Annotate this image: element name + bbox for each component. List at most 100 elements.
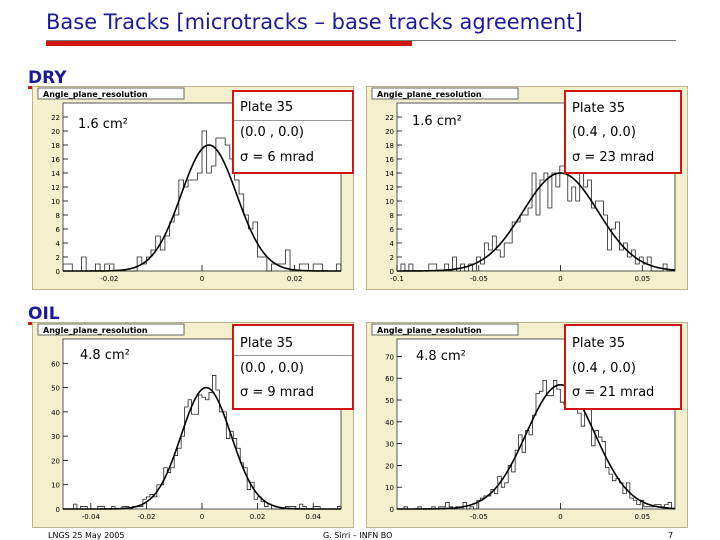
y-tick-label: 2 — [390, 254, 394, 262]
y-tick-label: 0 — [56, 506, 60, 514]
x-tick-label: 0.02 — [287, 275, 303, 283]
angle-label: (0.0 , 0.0) — [240, 361, 304, 376]
sigma-label: σ = 23 mrad — [572, 150, 655, 165]
y-tick-label: 40 — [385, 419, 394, 427]
y-tick-label: 8 — [56, 212, 60, 220]
x-tick-label: 0 — [558, 275, 562, 283]
y-tick-label: 2 — [56, 254, 60, 262]
histogram-panel-oil-b: Angle_plane_resolution 0 10 20 30 40 50 60 70 -0.… — [366, 322, 688, 528]
y-tick-label: 50 — [51, 385, 60, 393]
angle-label: (0.4 , 0.0) — [572, 125, 636, 140]
slide-title: Base Tracks [microtracks – base tracks a… — [46, 10, 583, 34]
area-label-oil-a: 4.8 cm² — [80, 348, 130, 363]
y-tick-label: 22 — [385, 114, 394, 122]
y-tick-label: 10 — [51, 198, 60, 206]
y-tick-label: 70 — [385, 353, 394, 361]
y-tick-label: 20 — [385, 462, 394, 470]
y-tick-label: 10 — [385, 484, 394, 492]
section-label-oil: OIL — [28, 304, 60, 324]
x-tick-label: -0.02 — [100, 275, 118, 283]
x-tick-label: 0 — [200, 275, 204, 283]
area-label-oil-b: 4.8 cm² — [416, 349, 466, 364]
info-box-dry-a: Plate 35 (0.0 , 0.0) σ = 6 mrad — [232, 90, 354, 174]
section-label-dry: DRY — [28, 68, 67, 88]
y-tick-label: 16 — [385, 156, 394, 164]
y-tick-label: 6 — [56, 226, 61, 234]
area-label-dry-b: 1.6 cm² — [412, 114, 462, 129]
area-label-dry-a: 1.6 cm² — [78, 117, 128, 132]
x-tick-label: 0.05 — [634, 275, 650, 283]
plate-label: Plate 35 — [572, 101, 626, 116]
sigma-label: σ = 9 mrad — [240, 385, 315, 400]
x-tick-label: -0.04 — [82, 513, 101, 521]
y-tick-label: 18 — [51, 142, 60, 150]
y-tick-label: 50 — [385, 397, 394, 405]
gaussian-fit-curve — [397, 172, 676, 272]
y-tick-label: 4 — [390, 240, 395, 248]
histogram-title: Angle_plane_resolution — [377, 90, 482, 99]
sigma-label: σ = 21 mrad — [572, 385, 655, 400]
gaussian-fit-curve — [397, 383, 676, 510]
y-tick-label: 12 — [385, 184, 394, 192]
x-tick-label: -0.05 — [470, 275, 488, 283]
x-tick-label: 0.05 — [634, 513, 650, 521]
y-tick-label: 60 — [385, 375, 394, 383]
histogram-bars — [62, 130, 342, 272]
y-tick-label: 14 — [385, 170, 394, 178]
x-tick-label: 0 — [558, 513, 562, 521]
y-tick-label: 22 — [51, 114, 60, 122]
angle-label: (0.4 , 0.0) — [572, 361, 636, 376]
gaussian-fit-curve — [63, 144, 341, 272]
y-tick-label: 30 — [51, 433, 60, 441]
gaussian-fit-curve — [63, 386, 341, 510]
footer-author: G. Sirri – INFN BO — [323, 531, 393, 540]
y-tick-label: 20 — [51, 128, 60, 136]
title-underline — [46, 40, 676, 41]
y-tick-label: 0 — [390, 268, 394, 276]
y-tick-label: 30 — [385, 441, 394, 449]
sigma-label: σ = 6 mrad — [240, 150, 315, 165]
histogram-title-box — [371, 87, 519, 100]
histogram-bars — [63, 375, 342, 510]
y-tick-label: 0 — [390, 506, 394, 514]
y-tick-label: 20 — [385, 128, 394, 136]
histogram-title: Angle_plane_resolution — [43, 90, 148, 99]
y-tick-label: 14 — [51, 170, 60, 178]
histogram-title: Angle_plane_resolution — [377, 326, 482, 335]
info-divider — [234, 355, 352, 356]
info-box-oil-b: Plate 35 (0.4 , 0.0) σ = 21 mrad — [564, 324, 682, 410]
x-tick-label: -0.05 — [470, 513, 488, 521]
x-tick-label: 0.02 — [250, 513, 266, 521]
plate-label: Plate 35 — [240, 336, 294, 351]
histogram-title-box — [371, 323, 519, 336]
y-tick-label: 10 — [51, 482, 60, 490]
angle-label: (0.0 , 0.0) — [240, 125, 304, 140]
info-box-oil-a: Plate 35 (0.0 , 0.0) σ = 9 mrad — [232, 324, 354, 410]
y-tick-label: 8 — [390, 212, 394, 220]
y-tick-label: 16 — [51, 156, 60, 164]
y-tick-label: 20 — [51, 457, 60, 465]
title-accent-bar — [46, 41, 412, 46]
y-tick-label: 12 — [51, 184, 60, 192]
histogram-oil-a: Angle_plane_resolution 0 10 20 30 40 50 60 -0.04… — [37, 323, 342, 521]
histogram-title-box — [37, 87, 185, 100]
info-box-dry-b: Plate 35 (0.4 , 0.0) σ = 23 mrad — [564, 90, 682, 174]
y-tick-label: 10 — [385, 198, 394, 206]
x-tick-label: -0.1 — [390, 275, 404, 283]
y-tick-label: 0 — [56, 268, 60, 276]
x-tick-label: -0.02 — [137, 513, 155, 521]
info-divider — [234, 120, 352, 121]
y-tick-label: 40 — [51, 409, 60, 417]
x-tick-label: 0 — [200, 513, 204, 521]
plate-label: Plate 35 — [572, 336, 626, 351]
y-tick-label: 4 — [56, 240, 61, 248]
histogram-title-box — [37, 323, 185, 336]
y-tick-label: 18 — [385, 142, 394, 150]
histogram-bars — [397, 165, 675, 272]
y-tick-label: 60 — [51, 360, 60, 368]
x-tick-label: 0.04 — [305, 513, 321, 521]
y-tick-label: 6 — [390, 226, 395, 234]
footer-date: LNGS 25 May 2005 — [48, 531, 125, 540]
plate-label: Plate 35 — [240, 100, 294, 115]
histogram-title: Angle_plane_resolution — [43, 326, 148, 335]
